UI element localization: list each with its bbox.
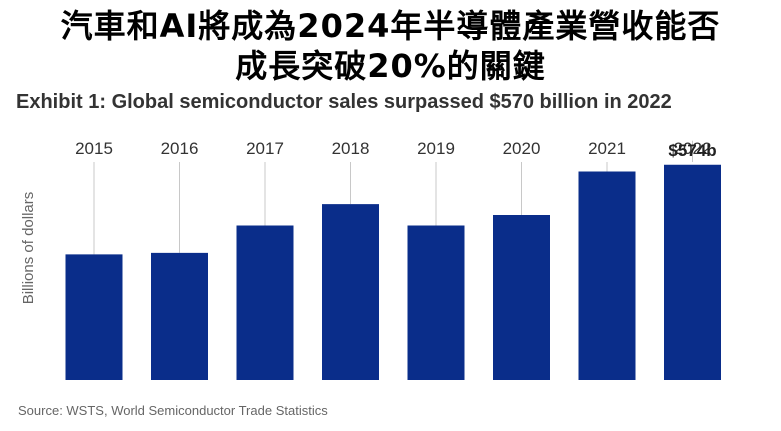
headline-line-2: 成長突破20%的關鍵 [235, 47, 546, 85]
x-tick-label-2021: 2021 [588, 139, 626, 158]
bar-2020 [493, 215, 550, 380]
bar-2017 [236, 225, 294, 380]
x-tick-label-2015: 2015 [75, 139, 113, 158]
bar-2016 [151, 252, 208, 380]
x-tick-label-2020: 2020 [503, 139, 541, 158]
bar-2015 [65, 254, 123, 380]
bar-2021 [578, 171, 636, 380]
bar-2018 [322, 204, 379, 380]
data-label-2022: $574b [668, 141, 716, 160]
x-tick-label-2022: 2022 [674, 139, 712, 158]
x-tick-label-2017: 2017 [246, 139, 284, 158]
source-note: Source: WSTS, World Semiconductor Trade … [18, 403, 328, 418]
bar-2022 [664, 164, 721, 380]
exhibit-title: Exhibit 1: Global semiconductor sales su… [16, 91, 672, 113]
x-tick-label-2019: 2019 [417, 139, 455, 158]
bar-2019 [407, 225, 465, 380]
x-tick-label-2016: 2016 [161, 139, 199, 158]
x-tick-label-2018: 2018 [332, 139, 370, 158]
y-axis-label: Billions of dollars [20, 192, 37, 305]
headline-line-1: 汽車和AI將成為2024年半導體產業營收能否 [60, 7, 721, 45]
